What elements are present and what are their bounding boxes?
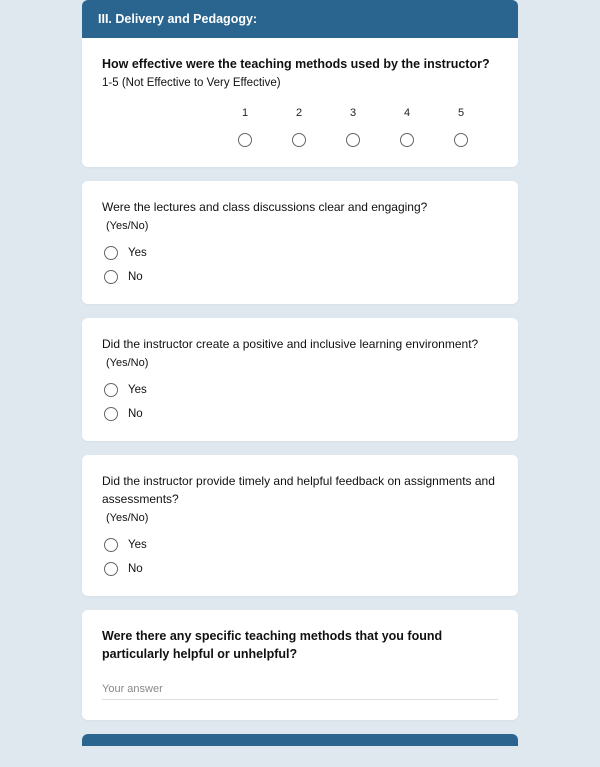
option-label: Yes — [128, 539, 147, 551]
likert-option-4[interactable]: 4 — [380, 107, 434, 147]
question-card-5: Were there any specific teaching methods… — [82, 610, 518, 720]
likert-scale: 1 2 3 4 5 — [102, 107, 498, 147]
option-label: Yes — [128, 384, 147, 396]
options-list: Yes No — [104, 383, 498, 421]
question-title: Did the instructor create a positive and… — [102, 336, 498, 353]
option-label: No — [128, 408, 143, 420]
question-title: Did the instructor provide timely and he… — [102, 473, 498, 508]
radio-icon — [104, 246, 118, 260]
section-title: III. Delivery and Pedagogy: — [98, 12, 257, 26]
radio-icon — [238, 133, 252, 147]
option-no[interactable]: No — [104, 407, 498, 421]
likert-option-1[interactable]: 1 — [218, 107, 272, 147]
option-no[interactable]: No — [104, 270, 498, 284]
option-yes[interactable]: Yes — [104, 383, 498, 397]
radio-icon — [104, 383, 118, 397]
radio-icon — [292, 133, 306, 147]
question-title: How effective were the teaching methods … — [102, 56, 498, 74]
options-list: Yes No — [104, 538, 498, 576]
likert-label: 5 — [458, 107, 464, 119]
likert-label: 2 — [296, 107, 302, 119]
likert-label: 1 — [242, 107, 248, 119]
option-label: Yes — [128, 247, 147, 259]
radio-icon — [104, 270, 118, 284]
option-no[interactable]: No — [104, 562, 498, 576]
likert-option-5[interactable]: 5 — [434, 107, 488, 147]
radio-icon — [104, 407, 118, 421]
radio-icon — [104, 562, 118, 576]
question-card-3: Did the instructor create a positive and… — [82, 318, 518, 441]
question-card-4: Did the instructor provide timely and he… — [82, 455, 518, 596]
likert-option-2[interactable]: 2 — [272, 107, 326, 147]
option-yes[interactable]: Yes — [104, 538, 498, 552]
option-label: No — [128, 271, 143, 283]
next-section-header — [82, 734, 518, 746]
radio-icon — [454, 133, 468, 147]
radio-icon — [346, 133, 360, 147]
radio-icon — [400, 133, 414, 147]
question-title: Were the lectures and class discussions … — [102, 199, 498, 216]
section-header: III. Delivery and Pedagogy: — [82, 0, 518, 38]
question-subtitle: (Yes/No) — [106, 357, 498, 369]
option-label: No — [128, 563, 143, 575]
options-list: Yes No — [104, 246, 498, 284]
question-subtitle: (Yes/No) — [106, 512, 498, 524]
option-yes[interactable]: Yes — [104, 246, 498, 260]
likert-label: 3 — [350, 107, 356, 119]
question-card-2: Were the lectures and class discussions … — [82, 181, 518, 304]
text-input[interactable]: Your answer — [102, 677, 498, 700]
question-title: Were there any specific teaching methods… — [102, 628, 498, 663]
question-card-1: How effective were the teaching methods … — [82, 38, 518, 167]
likert-label: 4 — [404, 107, 410, 119]
question-subtitle: (Yes/No) — [106, 220, 498, 232]
question-subtitle: 1-5 (Not Effective to Very Effective) — [102, 77, 498, 89]
radio-icon — [104, 538, 118, 552]
likert-option-3[interactable]: 3 — [326, 107, 380, 147]
